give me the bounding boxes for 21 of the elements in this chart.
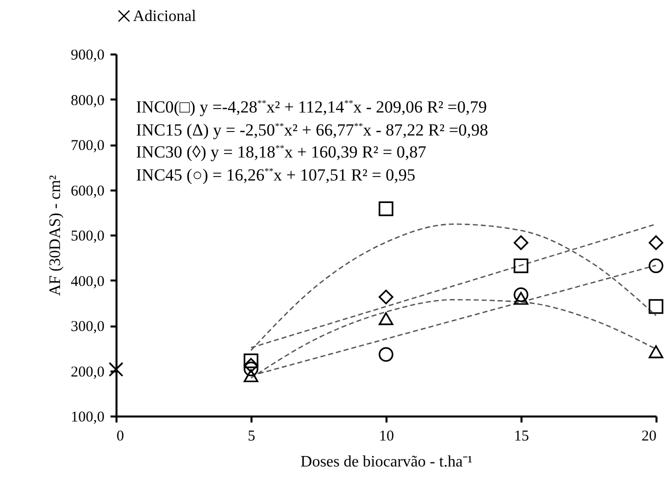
y-axis-title: AF (30DAS) - cm² bbox=[46, 174, 64, 296]
legend-label: Adicional bbox=[133, 8, 197, 25]
x-tick-label: 5 bbox=[248, 428, 256, 444]
y-tick-label: 500,0 bbox=[70, 228, 104, 244]
y-tick-label: 700,0 bbox=[70, 138, 104, 154]
y-tick-label: 400,0 bbox=[70, 274, 104, 290]
y-tick-label: 800,0 bbox=[70, 92, 104, 109]
y-tick-label: 600,0 bbox=[70, 183, 104, 200]
x-tick-label: 10 bbox=[379, 428, 394, 444]
x-tick-label: 20 bbox=[642, 428, 656, 444]
annotation: INC30 (◊) y = 18,18$^{**}$x + 160,39 R² = 0,87 bbox=[136, 142, 428, 162]
x-tick-label: 15 bbox=[514, 428, 529, 444]
y-tick-label: 900,0 bbox=[70, 48, 104, 64]
y-tick-label: 300,0 bbox=[70, 319, 104, 335]
annotation: INC0(□) y =-4,28$^{**}$x² + 112,14$^{**}$x - 209,06 R² =0,79 bbox=[136, 96, 488, 117]
y-tick-label: 200,0 bbox=[70, 364, 104, 380]
x-tick-label: 0 bbox=[116, 428, 124, 444]
x-axis-title: Doses de biocarvão - t.ha⁻¹ bbox=[300, 454, 473, 470]
annotation: INC45 (○) = 16,26$^{**}$x + 107,51 R² = 0,95 bbox=[136, 164, 416, 185]
y-tick-label: 100,0 bbox=[70, 410, 104, 426]
annotation: INC15 (Δ) y = -2,50$^{**}$x² + 66,77$^{**}$x - 87,22 R² =0,98 bbox=[136, 119, 488, 140]
